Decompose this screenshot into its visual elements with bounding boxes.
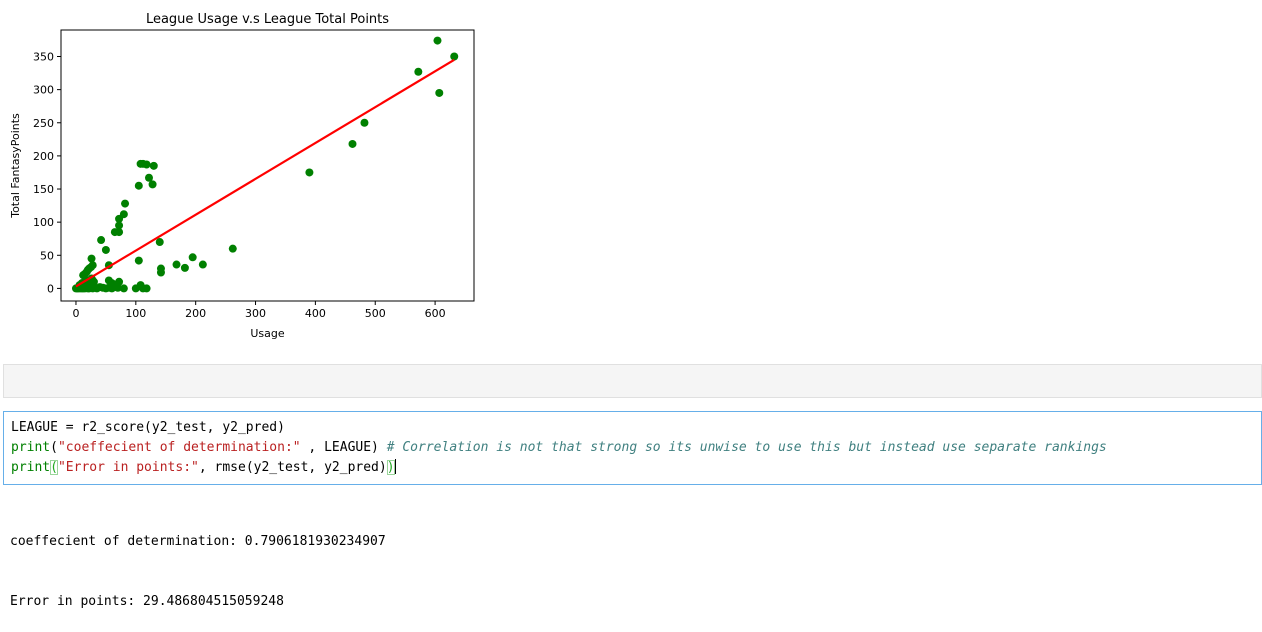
x-tick-label: 500 [365,307,386,320]
y-tick-label: 350 [33,51,54,64]
data-point [305,168,314,177]
data-point [119,284,128,293]
data-point [414,67,423,76]
y-axis-label: Total FantasyPoints [9,113,22,219]
code-cell[interactable]: LEAGUE = r2_score(y2_test, y2_pred) prin… [3,411,1262,485]
data-point [97,236,106,245]
x-tick-label: 0 [72,307,79,320]
code-token: # Correlation is not that strong so its … [386,440,1107,455]
data-point [149,161,158,170]
data-point [433,36,442,45]
x-axis-label: Usage [250,327,285,340]
empty-code-cell[interactable] [3,364,1262,398]
x-tick-label: 100 [125,307,146,320]
data-point [101,245,110,254]
y-tick-label: 150 [33,183,54,196]
y-tick-label: 200 [33,150,54,163]
data-point [142,284,151,293]
x-tick-label: 300 [245,307,266,320]
code-token: ) [386,460,395,475]
scatter-plot: League Usage v.s League Total Points 0 100… [0,0,490,350]
y-tick-label: 100 [33,216,54,229]
data-point [228,244,237,253]
data-point [180,263,189,272]
code-token: ( [50,440,58,455]
chart-title: League Usage v.s League Total Points [146,12,389,27]
data-point [156,268,165,277]
code-token: print [11,460,51,475]
data-point [121,199,130,208]
y-tick-label: 300 [33,84,54,97]
code-token: , LEAGUE) [300,440,387,455]
code-token: ( [50,460,58,475]
data-point [115,221,124,230]
x-tick-label: 400 [305,307,326,320]
regression-line [75,58,455,288]
y-tick-label: 0 [47,282,54,295]
data-point [134,256,143,265]
code-token: , rmse(y2_test, y2_pred) [198,460,387,475]
data-point [198,260,207,269]
data-point [115,228,124,237]
code-line: print("coeffecient of determination:" , … [11,438,1107,458]
data-point [450,52,459,61]
output-line-r2: coeffecient of determination: 0.79061819… [10,534,386,549]
code-line: print("Error in points:", rmse(y2_test, … [11,458,396,478]
data-point [188,253,197,262]
data-point [142,160,151,169]
data-point [88,261,97,270]
data-point [89,277,98,286]
code-token: "Error in points:" [57,460,199,475]
data-point [435,88,444,97]
output-line-error: Error in points: 29.486804515059248 [10,594,284,609]
text-cursor [394,459,396,474]
code-token: print [11,440,51,455]
data-point [155,238,164,247]
cell-output: coeffecient of determination: 0.79061819… [10,492,386,632]
y-tick-label: 250 [33,117,54,130]
data-point [148,180,157,189]
data-point [134,181,143,190]
code-line: LEAGUE = r2_score(y2_test, y2_pred) [11,418,285,438]
data-point [348,139,357,148]
data-point [87,254,96,263]
data-point [119,210,128,219]
code-token: "coeffecient of determination:" [57,440,301,455]
y-tick-label: 50 [40,249,54,262]
code-token: LEAGUE = r2_score(y2_test, y2_pred) [11,420,285,435]
plot-frame [60,29,475,302]
data-point [360,118,369,127]
data-point [172,260,181,269]
data-point [144,173,153,182]
x-tick-label: 200 [185,307,206,320]
data-point [115,277,124,286]
chart-svg: League Usage v.s League Total Points 0 100… [9,12,475,340]
x-tick-label: 600 [425,307,446,320]
